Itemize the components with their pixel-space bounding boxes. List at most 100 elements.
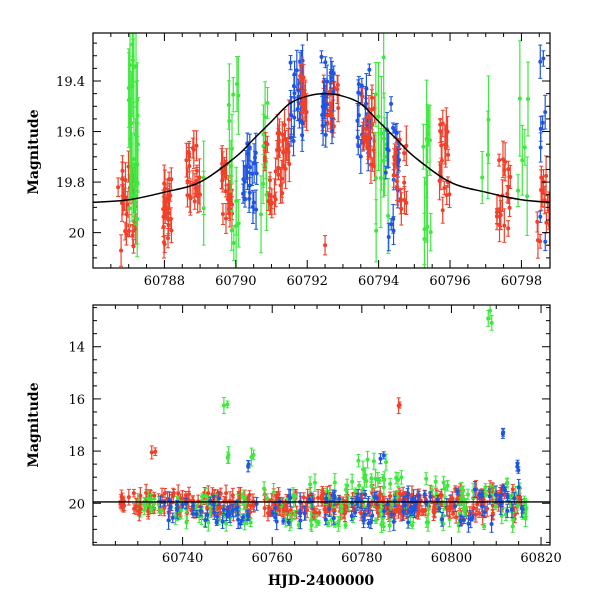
data-point: [275, 147, 280, 152]
data-point: [497, 222, 502, 227]
data-point: [190, 146, 195, 151]
data-point: [301, 90, 306, 95]
data-point: [406, 509, 411, 514]
data-point: [501, 485, 506, 490]
data-point: [372, 494, 377, 499]
data-point: [214, 520, 219, 525]
data-point: [268, 202, 273, 207]
data-point: [519, 506, 524, 511]
data-point: [296, 523, 301, 528]
data-point: [300, 104, 305, 109]
data-point: [523, 503, 528, 508]
data-point: [485, 506, 490, 511]
data-point: [236, 93, 241, 98]
data-point: [323, 60, 328, 65]
data-point: [220, 212, 225, 217]
data-point: [248, 503, 253, 508]
data-point: [471, 506, 476, 511]
data-point: [389, 512, 394, 517]
data-point: [146, 496, 151, 501]
x-tick-label: 60780: [341, 551, 382, 566]
top-panel-zoom: 60788 60790 60792 60794 60796 60798 19.4 19.6 19…: [26, 32, 551, 289]
data-point: [388, 481, 393, 486]
data-point: [353, 489, 358, 494]
data-point: [493, 492, 498, 497]
data-point: [398, 493, 403, 498]
data-point: [215, 514, 220, 519]
data-point: [231, 241, 236, 246]
data-point: [247, 492, 252, 497]
data-point: [206, 520, 211, 525]
data-point: [432, 509, 437, 514]
data-point: [221, 507, 226, 512]
data-point: [443, 146, 448, 151]
data-point: [522, 145, 527, 150]
data-point: [327, 108, 332, 113]
red-data-cluster: [391, 125, 409, 226]
data-point: [224, 491, 229, 496]
data-point: [242, 519, 247, 524]
data-point: [267, 178, 272, 183]
data-point: [179, 507, 184, 512]
data-point: [505, 481, 510, 486]
data-point: [350, 479, 355, 484]
data-point: [516, 468, 521, 473]
data-point: [149, 450, 154, 455]
data-point: [218, 505, 223, 510]
data-point: [509, 507, 514, 512]
data-point: [343, 523, 348, 528]
data-point: [203, 518, 208, 523]
data-point: [391, 228, 396, 233]
data-point: [286, 150, 291, 155]
data-point: [535, 219, 540, 224]
data-point: [223, 216, 228, 221]
data-point: [149, 507, 154, 512]
data-point: [169, 177, 174, 182]
data-point: [517, 96, 522, 101]
plot-area: [93, 33, 550, 268]
data-point: [273, 197, 278, 202]
data-point: [236, 221, 241, 226]
data-point: [389, 222, 394, 227]
data-point: [233, 506, 238, 511]
data-point: [175, 507, 180, 512]
data-point: [445, 483, 450, 488]
data-point: [220, 161, 225, 166]
data-point: [311, 509, 316, 514]
data-point: [486, 117, 491, 122]
data-point: [344, 487, 349, 492]
data-point: [359, 83, 364, 88]
data-point: [483, 492, 488, 497]
data-point: [276, 492, 281, 497]
data-point: [543, 239, 548, 244]
data-point: [387, 523, 392, 528]
data-point: [128, 62, 133, 67]
data-point: [373, 476, 378, 481]
data-point: [322, 507, 327, 512]
data-point: [381, 485, 386, 490]
data-point: [280, 191, 285, 196]
data-point: [483, 485, 488, 490]
data-point: [501, 430, 506, 435]
data-point: [331, 89, 336, 94]
data-point: [132, 506, 137, 511]
data-point: [316, 495, 321, 500]
data-point: [191, 511, 196, 516]
data-point: [369, 476, 374, 481]
data-point: [192, 199, 197, 204]
data-point: [386, 213, 391, 218]
data-point: [444, 124, 449, 129]
data-point: [194, 512, 199, 517]
data-point: [276, 165, 281, 170]
data-point: [360, 134, 365, 139]
data-point: [322, 105, 327, 110]
data-point: [356, 90, 361, 95]
data-point: [301, 75, 306, 80]
plot-area: [93, 305, 550, 533]
data-point: [392, 154, 397, 159]
data-point: [365, 146, 370, 151]
data-point: [525, 194, 530, 199]
data-point: [187, 154, 192, 159]
data-point: [455, 496, 460, 501]
data-point: [381, 475, 386, 480]
